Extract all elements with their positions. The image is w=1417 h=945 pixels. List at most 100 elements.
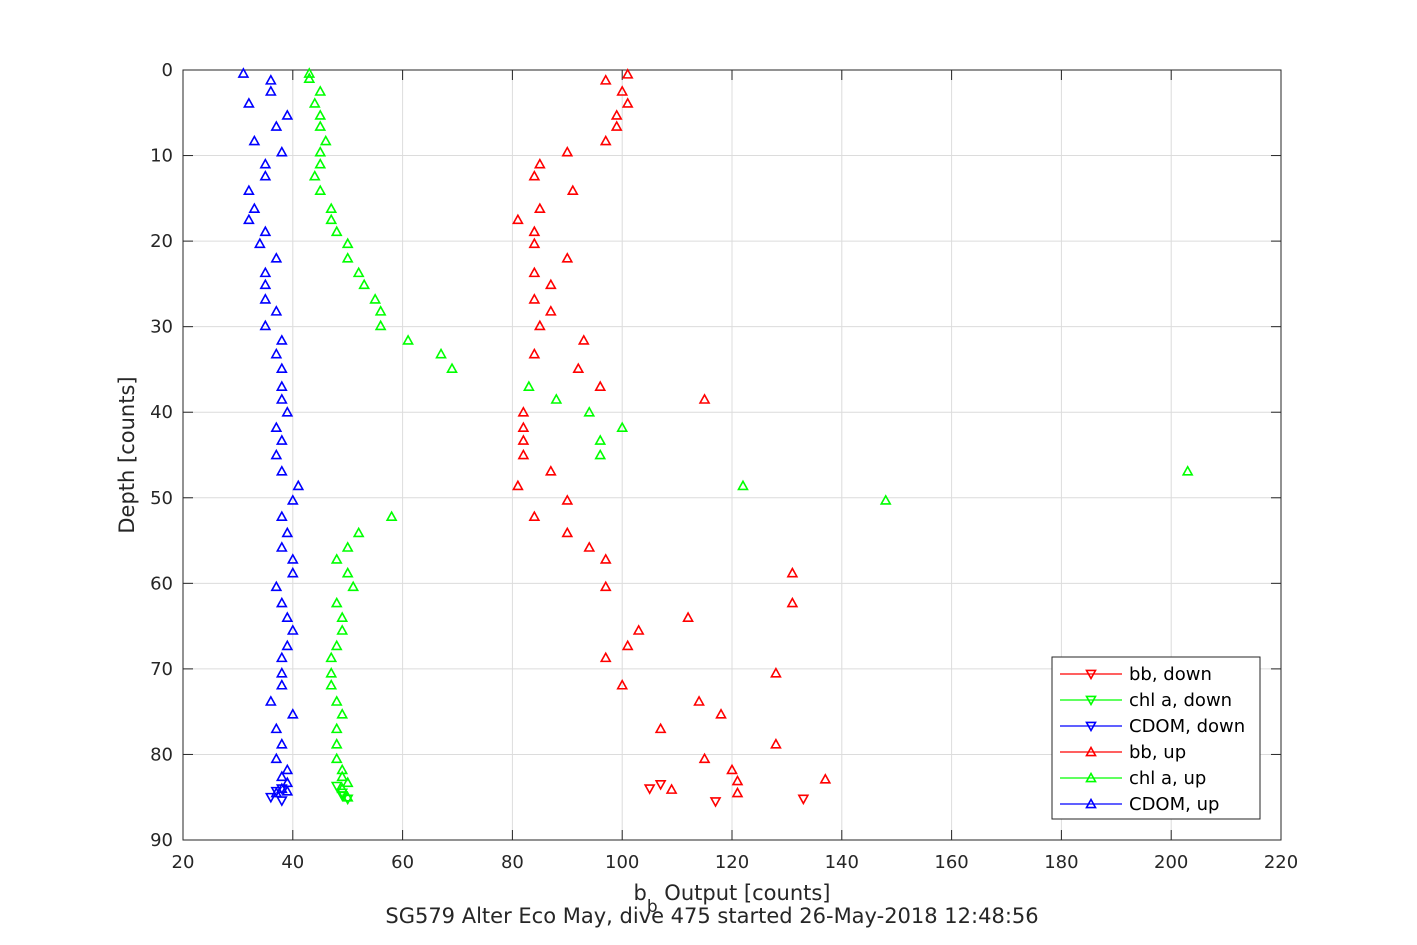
data-point (308, 97, 321, 108)
data-point (330, 225, 343, 237)
data-point (446, 362, 458, 373)
data-point (770, 738, 782, 749)
x-axis-label-subscript: b (647, 897, 658, 917)
data-point (369, 293, 382, 304)
data-point (275, 678, 288, 690)
data-point (264, 85, 277, 96)
data-point (682, 611, 694, 622)
data-point (693, 695, 705, 706)
data-point (726, 763, 738, 775)
data-point (275, 334, 288, 345)
series-bb-up (512, 68, 832, 798)
data-point (270, 752, 283, 764)
data-point (281, 639, 294, 651)
data-point (243, 213, 255, 225)
y-tick-label: 80 (150, 744, 173, 765)
data-point (528, 266, 541, 278)
data-point (275, 510, 288, 522)
data-point (347, 580, 360, 592)
legend-box (1051, 656, 1261, 820)
data-point (709, 797, 722, 808)
data-point (512, 213, 524, 225)
data-point (550, 393, 563, 404)
data-point (275, 434, 288, 445)
y-tick-label: 30 (150, 317, 173, 338)
data-point (330, 752, 343, 764)
x-tick-label: 80 (501, 852, 524, 873)
y-axis-label: Depth [counts] (115, 376, 139, 533)
data-point (561, 145, 574, 157)
data-point (737, 479, 749, 491)
data-point (281, 406, 294, 417)
data-point (621, 97, 634, 108)
data-point (275, 362, 288, 373)
data-point (599, 134, 612, 146)
data-point (544, 465, 557, 476)
data-point (286, 708, 299, 719)
data-point (336, 770, 349, 782)
data-point (314, 85, 327, 96)
data-point (259, 278, 272, 290)
data-point (281, 785, 294, 796)
data-point (731, 786, 744, 798)
data-point (314, 157, 327, 169)
legend: bb, down chl a, down CDOM, down bb, up chl a… (1051, 656, 1261, 820)
data-point (517, 421, 530, 433)
data-point (561, 494, 574, 505)
data-point (248, 134, 261, 146)
data-point (770, 667, 782, 678)
data-point (325, 651, 338, 663)
data-point (325, 213, 338, 225)
data-point (512, 479, 524, 491)
data-point (275, 145, 288, 157)
x-tick-label: 20 (172, 852, 195, 873)
x-tick-label: 220 (1264, 852, 1298, 873)
data-point (303, 67, 316, 78)
data-point (281, 526, 294, 538)
data-markers (237, 67, 1194, 808)
data-point (352, 526, 365, 538)
data-point (632, 624, 645, 635)
data-point (330, 738, 343, 749)
data-point (594, 448, 607, 460)
data-point (325, 667, 338, 678)
data-point (270, 421, 283, 433)
data-point (561, 526, 574, 538)
data-point (654, 779, 667, 791)
data-point (308, 169, 321, 181)
data-point (314, 145, 327, 157)
data-point (517, 448, 530, 460)
y-tick-label: 70 (150, 659, 173, 680)
data-point (270, 252, 283, 263)
data-point (314, 109, 327, 120)
data-point (270, 580, 283, 592)
legend-marker (1085, 669, 1097, 681)
data-point (698, 752, 711, 764)
y-tick-label: 90 (150, 830, 173, 851)
data-point (599, 74, 612, 85)
legend-marker (1085, 695, 1097, 707)
data-point (275, 596, 288, 608)
data-point (281, 109, 294, 120)
data-point (270, 347, 283, 359)
data-point (786, 566, 799, 578)
data-point (523, 380, 535, 391)
data-point (264, 695, 277, 706)
data-point (275, 667, 288, 678)
data-point (533, 157, 546, 169)
data-point (275, 770, 288, 782)
data-point (616, 421, 629, 433)
data-point (643, 784, 656, 795)
x-axis-label-base: b (633, 881, 646, 905)
data-point (594, 380, 607, 391)
data-point (275, 782, 288, 794)
legend-label: CDOM, up (1129, 794, 1219, 815)
data-point (275, 393, 288, 404)
data-point (533, 319, 546, 331)
data-point (731, 774, 744, 786)
data-point (270, 786, 283, 798)
legend-item: chl a, up (1060, 768, 1206, 789)
x-tick-label: 120 (715, 852, 749, 873)
legend-label: chl a, up (1129, 768, 1206, 789)
legend-marker (1085, 721, 1097, 733)
